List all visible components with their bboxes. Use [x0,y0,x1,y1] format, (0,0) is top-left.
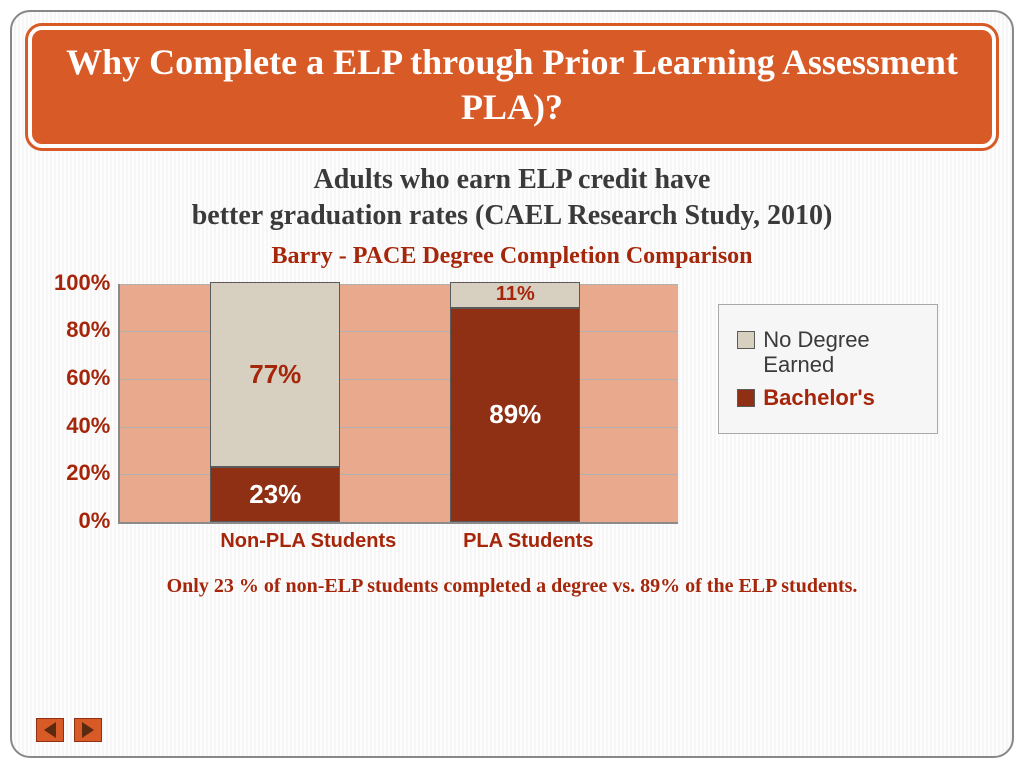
chart: 100% 80% 60% 40% 20% 0% 77% 23% [54,284,1000,553]
legend-label: No Degree Earned [763,327,919,378]
subtitle-line1: Adults who earn ELP credit have [314,164,711,195]
footer-text: Only 23 % of non-ELP students completed … [24,575,1000,598]
segment-label: 77% [249,359,301,390]
gridline [120,379,678,380]
bar-non-pla: 77% 23% [210,282,340,522]
legend-item-bachelors: Bachelor's [737,385,919,410]
nav-buttons [36,718,102,742]
slide-title: Why Complete a ELP through Prior Learnin… [52,40,972,130]
legend-label: Bachelor's [763,385,875,410]
y-tick: 100% [54,272,110,294]
y-axis: 100% 80% 60% 40% 20% 0% [54,272,118,532]
plot-area: 77% 23% 11% 89% [118,284,678,524]
segment-no-degree: 11% [450,282,580,308]
x-axis-labels: Non-PLA Students PLA Students [118,530,678,553]
y-tick: 80% [66,319,110,341]
x-label: Non-PLA Students [208,530,408,553]
segment-bachelors: 89% [450,308,580,522]
title-box: Why Complete a ELP through Prior Learnin… [28,26,996,148]
legend-item-no-degree: No Degree Earned [737,327,919,378]
swatch-icon [737,331,755,349]
segment-bachelors: 23% [210,467,340,522]
y-tick: 0% [78,510,110,532]
next-button[interactable] [74,718,102,742]
plot-column: 77% 23% 11% 89% Non-PLA Stu [118,284,678,553]
segment-label: 11% [496,283,535,306]
x-label: PLA Students [448,530,608,553]
legend: No Degree Earned Bachelor's [718,304,938,434]
subtitle: Adults who earn ELP credit have better g… [34,162,990,235]
gridline [120,474,678,475]
gridline [120,331,678,332]
segment-label: 23% [249,479,301,510]
gridline [120,427,678,428]
segment-label: 89% [489,399,541,430]
arrow-left-icon [44,722,56,738]
gridline [120,284,678,285]
bar-pla: 11% 89% [450,282,580,522]
arrow-right-icon [82,722,94,738]
segment-no-degree: 77% [210,282,340,467]
slide: Why Complete a ELP through Prior Learnin… [10,10,1014,758]
subtitle-line2: better graduation rates (CAEL Research S… [192,200,833,231]
y-tick: 40% [66,415,110,437]
swatch-icon [737,389,755,407]
y-tick: 60% [66,367,110,389]
chart-title: Barry - PACE Degree Completion Compariso… [24,243,1000,270]
y-tick: 20% [66,462,110,484]
prev-button[interactable] [36,718,64,742]
